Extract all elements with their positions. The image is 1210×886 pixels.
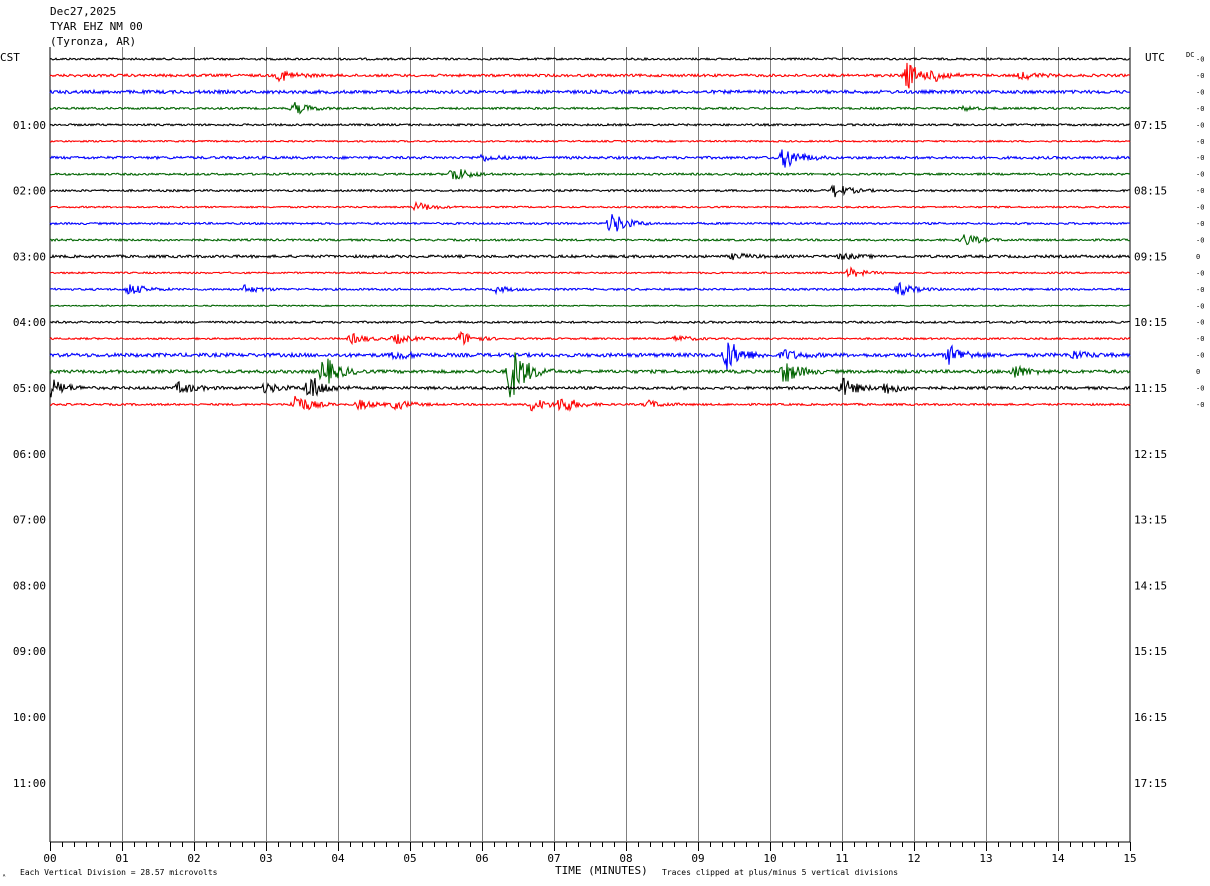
left-hour-label: 05:00 (13, 382, 46, 395)
dc-label: DC (1186, 51, 1194, 59)
trace-row-5 (49, 139, 1131, 143)
dc-offset-mark: -0 (1196, 319, 1204, 327)
left-hour-label: 06:00 (13, 448, 46, 461)
dc-offset-mark: -0 (1196, 236, 1204, 244)
trace-row-4 (49, 122, 1131, 127)
x-tick-label: 14 (1051, 852, 1065, 865)
trace-row-17 (49, 330, 1131, 346)
x-tick-label: 05 (403, 852, 416, 865)
right-hour-label: 12:15 (1134, 448, 1167, 461)
dc-offset-mark: -0 (1196, 56, 1204, 64)
dc-offset-mark: -0 (1196, 187, 1204, 195)
dc-offset-mark: -0 (1196, 171, 1204, 179)
trace-row-19 (49, 352, 1131, 398)
trace-row-7 (49, 169, 1131, 180)
trace-row-12 (50, 252, 1131, 261)
left-hour-label: 03:00 (13, 250, 46, 263)
right-hour-label: 13:15 (1134, 514, 1167, 527)
x-tick-label: 00 (43, 852, 56, 865)
x-tick-label: 11 (835, 852, 848, 865)
left-hour-label: 02:00 (13, 185, 46, 198)
trace-row-11 (49, 234, 1131, 246)
x-tick-label: 07 (547, 852, 560, 865)
dc-offset-mark: -0 (1196, 286, 1204, 294)
dc-offset-mark: 0 (1196, 253, 1200, 261)
scale-note: Each Vertical Division = 28.57 microvolt… (20, 868, 218, 877)
dc-offset-mark: -0 (1196, 121, 1204, 129)
x-tick-label: 08 (619, 852, 632, 865)
trace-row-21 (49, 395, 1131, 412)
dc-offset-mark: -0 (1196, 269, 1204, 277)
dc-offset-mark: -0 (1196, 105, 1204, 113)
left-hour-label: 09:00 (13, 645, 46, 658)
axis-labels: 00 01 02 03 04 05 06 07 08 09 10 11 12 13 14 1501:0002:… (13, 56, 1205, 866)
right-hour-label: 11:15 (1134, 382, 1167, 395)
x-tick-label: 02 (187, 852, 200, 865)
right-hour-label: 09:15 (1134, 250, 1167, 263)
right-hour-label: 07:15 (1134, 119, 1167, 132)
date-label: Dec27,2025 (50, 5, 117, 18)
dc-offset-mark: -0 (1196, 154, 1204, 162)
trace-row-0 (49, 56, 1131, 62)
trace-row-2 (49, 88, 1131, 96)
right-hour-label: 08:15 (1134, 185, 1167, 198)
x-tick-label: 04 (331, 852, 345, 865)
dc-offset-mark: -0 (1196, 385, 1204, 393)
dc-offset-mark: -0 (1196, 352, 1204, 360)
x-tick-label: 03 (259, 852, 272, 865)
x-tick-label: 15 (1123, 852, 1136, 865)
trace-row-14 (49, 281, 1131, 297)
trace-row-13 (49, 266, 1131, 278)
x-tick-label: 01 (115, 852, 128, 865)
right-hour-label: 14:15 (1134, 579, 1167, 592)
dc-offset-mark: -0 (1196, 335, 1204, 343)
x-axis-title: TIME (MINUTES) (555, 864, 648, 877)
corner-mark: ᴬ (2, 872, 6, 881)
station-label: TYAR EHZ NM 00 (50, 20, 143, 33)
trace-group (49, 56, 1131, 412)
trace-row-15 (49, 304, 1131, 308)
x-tick-label: 10 (763, 852, 776, 865)
left-hour-label: 07:00 (13, 514, 46, 527)
right-hour-label: 15:15 (1134, 645, 1167, 658)
right-timezone-label: UTC (1145, 51, 1165, 64)
dc-offset-mark: -0 (1196, 72, 1204, 80)
dc-offset-mark: 0 (1196, 368, 1200, 376)
trace-row-8 (49, 184, 1130, 198)
left-hour-label: 01:00 (13, 119, 46, 132)
dc-offset-mark: -0 (1196, 138, 1204, 146)
right-hour-label: 17:15 (1134, 777, 1167, 790)
x-tick-label: 06 (475, 852, 488, 865)
location-label: (Tyronza, AR) (50, 35, 137, 48)
trace-row-10 (49, 214, 1131, 232)
trace-row-9 (49, 200, 1131, 212)
trace-row-1 (49, 62, 1131, 89)
x-tick-label: 13 (979, 852, 992, 865)
trace-row-3 (49, 102, 1131, 115)
trace-row-6 (49, 149, 1131, 168)
grid-lines (49, 47, 1131, 851)
trace-row-16 (49, 320, 1131, 325)
dc-offset-mark: -0 (1196, 401, 1204, 409)
dc-offset-mark: -0 (1196, 88, 1204, 96)
trace-row-20 (49, 377, 1131, 398)
x-tick-label: 12 (907, 852, 920, 865)
left-hour-label: 08:00 (13, 579, 46, 592)
dc-offset-mark: -0 (1196, 204, 1204, 212)
clip-note: Traces clipped at plus/minus 5 vertical … (662, 868, 898, 877)
x-tick-label: 09 (691, 852, 704, 865)
right-hour-label: 16:15 (1134, 711, 1167, 724)
right-hour-label: 10:15 (1134, 316, 1167, 329)
dc-offset-mark: -0 (1196, 302, 1204, 310)
dc-offset-mark: -0 (1196, 220, 1204, 228)
trace-row-18 (49, 342, 1131, 371)
left-hour-label: 11:00 (13, 777, 46, 790)
left-timezone-label: CST (0, 51, 20, 64)
left-hour-label: 04:00 (13, 316, 46, 329)
left-hour-label: 10:00 (13, 711, 46, 724)
